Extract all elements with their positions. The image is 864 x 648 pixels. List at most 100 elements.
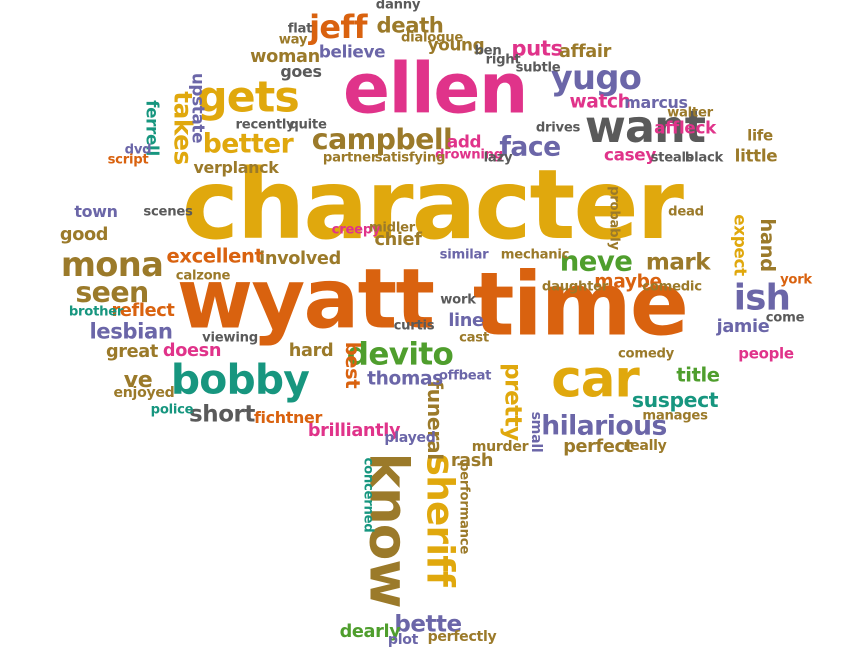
word-ben: ben <box>474 43 502 59</box>
word-lazy: lazy <box>483 150 513 166</box>
word-woman: woman <box>250 47 320 68</box>
word-ish: ish <box>733 277 791 319</box>
word-involved: involved <box>259 249 341 270</box>
word-death: death <box>376 12 444 38</box>
word-chief: chief <box>374 230 422 251</box>
word-town: town <box>74 202 118 222</box>
word-hand: hand <box>755 218 779 272</box>
word-time: time <box>472 253 689 356</box>
word-neve: neve <box>559 245 633 278</box>
word-good: good <box>59 225 109 246</box>
word-brilliantly: brilliantly <box>307 421 401 442</box>
word-black: black <box>684 150 724 166</box>
word-best: best <box>340 341 364 389</box>
word-lesbian: lesbian <box>89 318 173 344</box>
word-car: car <box>551 349 640 410</box>
word-bobby: bobby <box>170 355 310 404</box>
word-way: way <box>278 32 308 48</box>
word-wyatt: wyatt <box>176 251 435 348</box>
word-scenes: scenes <box>143 204 193 220</box>
word-believe: believe <box>318 41 386 62</box>
word-life: life <box>747 126 773 145</box>
word-satisfying: satisfying <box>374 150 446 166</box>
word-sheriff: sheriff <box>418 453 463 587</box>
word-script: script <box>107 152 149 168</box>
word-danny: danny <box>375 0 421 13</box>
word-reflect: reflect <box>111 301 175 322</box>
word-hard: hard <box>288 341 334 362</box>
word-marcus: marcus <box>624 93 688 113</box>
word-add: add <box>446 131 482 152</box>
word-thomas: thomas <box>367 368 443 390</box>
word-expect: expect <box>730 214 751 276</box>
word-come: come <box>765 310 805 326</box>
word-want: want <box>584 101 706 153</box>
word-flat: flat <box>287 21 313 37</box>
word-perfect: perfect <box>563 437 633 458</box>
word-brother: brother <box>68 304 124 320</box>
word-york: york <box>780 272 812 288</box>
word-affair: affair <box>559 42 611 63</box>
word-perfectly: perfectly <box>427 628 497 645</box>
word-walter: walter <box>667 105 713 121</box>
word-dvd: dvd <box>124 142 152 158</box>
word-doesn: doesn <box>162 341 222 362</box>
word-face: face <box>499 131 561 163</box>
word-subtle: subtle <box>515 60 561 76</box>
word-puts: puts <box>511 35 563 61</box>
word-enjoyed: enjoyed <box>113 384 175 401</box>
word-great: great <box>105 342 159 363</box>
word-recently: recently <box>235 117 295 133</box>
word-rash: rash <box>450 451 494 472</box>
word-little: little <box>734 145 778 166</box>
word-upstate: upstate <box>188 72 209 144</box>
word-maybe: maybe <box>594 271 662 293</box>
word-ve: ve <box>123 366 153 393</box>
word-cast: cast <box>459 330 489 346</box>
word-dead: dead <box>668 204 704 220</box>
word-performance: performance <box>456 461 472 555</box>
word-daughter: daughter <box>541 279 609 295</box>
word-mark: mark <box>645 249 711 276</box>
word-viewing: viewing <box>202 330 258 346</box>
word-similar: similar <box>439 247 489 263</box>
word-jamie: jamie <box>716 317 770 338</box>
word-excellent: excellent <box>166 244 264 268</box>
word-murder: murder <box>471 438 529 455</box>
word-offbeat: offbeat <box>438 368 492 384</box>
word-suspect: suspect <box>631 387 719 412</box>
word-midler: midler <box>368 220 416 236</box>
word-verplanck: verplanck <box>193 158 279 178</box>
word-manages: manages <box>642 408 708 424</box>
word-affleck: affleck <box>654 117 716 138</box>
word-goes: goes <box>280 62 322 82</box>
word-work: work <box>440 292 476 308</box>
word-title: title <box>676 363 720 387</box>
word-curtis: curtis <box>393 318 435 334</box>
word-steals: steals <box>650 150 694 166</box>
word-gets: gets <box>197 72 300 123</box>
word-right: right <box>485 52 521 68</box>
word-creepy: creepy <box>331 222 381 238</box>
word-line: line <box>448 311 484 332</box>
word-dialogue: dialogue <box>400 30 464 46</box>
word-comedy: comedy <box>617 346 675 362</box>
word-quite: quite <box>289 117 327 133</box>
word-drowning: drowning <box>435 147 503 163</box>
word-plot: plot <box>387 631 419 648</box>
word-partner: partner <box>322 150 378 166</box>
word-really: really <box>623 437 667 454</box>
word-drives: drives <box>535 120 581 136</box>
word-played: played <box>384 429 436 446</box>
word-yugo: yugo <box>550 58 642 98</box>
word-seen: seen <box>75 275 149 309</box>
word-casey: casey <box>604 144 656 165</box>
word-watch: watch <box>569 91 631 113</box>
word-mechanic: mechanic <box>500 247 570 263</box>
word-calzone: calzone <box>175 268 231 284</box>
word-dearly: dearly <box>339 622 401 643</box>
word-hilarious: hilarious <box>541 410 667 442</box>
word-ellen: ellen <box>343 49 528 130</box>
word-young: young <box>427 34 485 55</box>
